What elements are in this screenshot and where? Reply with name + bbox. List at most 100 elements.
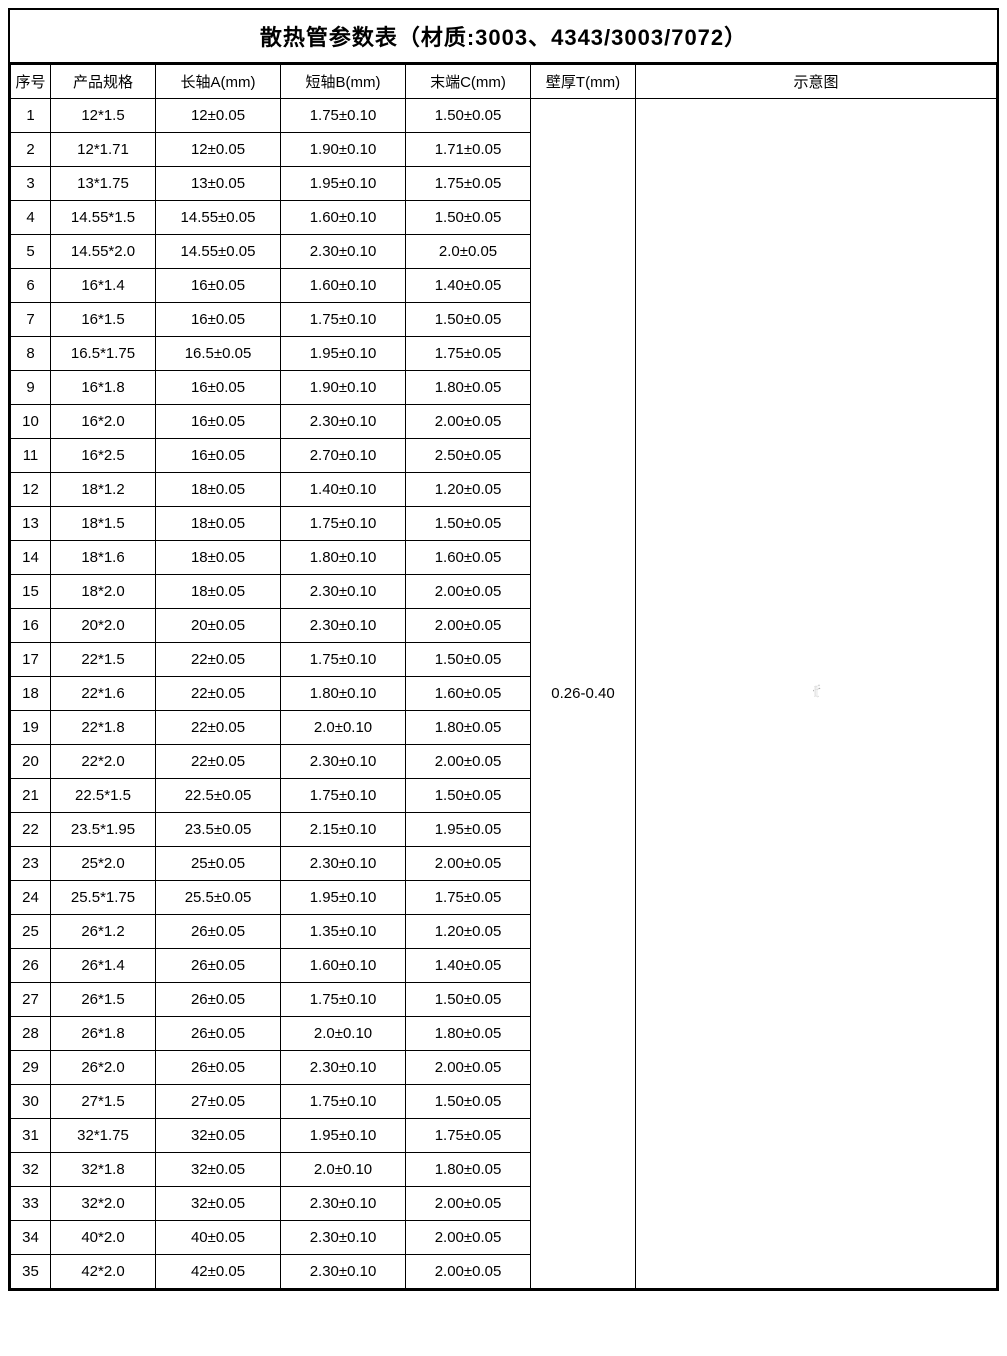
cell-a: 22±0.05 <box>156 745 281 779</box>
cell-c: 1.80±0.05 <box>406 371 531 405</box>
cell-b: 1.95±0.10 <box>281 1119 406 1153</box>
cell-spec: 16*2.5 <box>51 439 156 473</box>
col-a: 长轴A(mm) <box>156 65 281 99</box>
cell-a: 18±0.05 <box>156 473 281 507</box>
cell-b: 1.80±0.10 <box>281 541 406 575</box>
cell-spec: 16*2.0 <box>51 405 156 439</box>
cell-b: 2.30±0.10 <box>281 1187 406 1221</box>
cell-n: 16 <box>11 609 51 643</box>
cell-b: 2.30±0.10 <box>281 405 406 439</box>
cell-b: 1.90±0.10 <box>281 371 406 405</box>
cell-n: 21 <box>11 779 51 813</box>
cell-c: 1.50±0.05 <box>406 1085 531 1119</box>
cell-b: 1.75±0.10 <box>281 303 406 337</box>
cell-a: 26±0.05 <box>156 949 281 983</box>
cell-c: 1.95±0.05 <box>406 813 531 847</box>
cell-n: 25 <box>11 915 51 949</box>
cell-spec: 16*1.5 <box>51 303 156 337</box>
cell-spec: 40*2.0 <box>51 1221 156 1255</box>
cell-b: 2.15±0.10 <box>281 813 406 847</box>
cell-a: 14.55±0.05 <box>156 201 281 235</box>
cell-c: 2.0±0.05 <box>406 235 531 269</box>
cell-a: 32±0.05 <box>156 1153 281 1187</box>
cell-a: 26±0.05 <box>156 1017 281 1051</box>
cell-c: 2.00±0.05 <box>406 1051 531 1085</box>
cell-n: 24 <box>11 881 51 915</box>
cell-n: 3 <box>11 167 51 201</box>
cell-a: 40±0.05 <box>156 1221 281 1255</box>
col-spec: 产品规格 <box>51 65 156 99</box>
cell-c: 1.20±0.05 <box>406 915 531 949</box>
cell-a: 16±0.05 <box>156 269 281 303</box>
cell-c: 1.50±0.05 <box>406 99 531 133</box>
cell-b: 1.75±0.10 <box>281 983 406 1017</box>
cell-spec: 14.55*2.0 <box>51 235 156 269</box>
cell-a: 18±0.05 <box>156 575 281 609</box>
cell-n: 17 <box>11 643 51 677</box>
cell-c: 1.80±0.05 <box>406 711 531 745</box>
cell-n: 2 <box>11 133 51 167</box>
cell-b: 1.35±0.10 <box>281 915 406 949</box>
cell-n: 7 <box>11 303 51 337</box>
cell-c: 1.40±0.05 <box>406 269 531 303</box>
label-short-b: 短轴B <box>818 687 820 690</box>
cell-n: 32 <box>11 1153 51 1187</box>
label-long-a-1: 长 <box>813 688 814 691</box>
cell-n: 5 <box>11 235 51 269</box>
cell-n: 18 <box>11 677 51 711</box>
cell-spec: 18*1.5 <box>51 507 156 541</box>
cell-n: 31 <box>11 1119 51 1153</box>
cell-spec: 16*1.4 <box>51 269 156 303</box>
cell-a: 32±0.05 <box>156 1187 281 1221</box>
cell-c: 1.71±0.05 <box>406 133 531 167</box>
cell-a: 16.5±0.05 <box>156 337 281 371</box>
cell-a: 25.5±0.05 <box>156 881 281 915</box>
cell-a: 22±0.05 <box>156 711 281 745</box>
cell-c: 2.00±0.05 <box>406 575 531 609</box>
cell-b: 2.70±0.10 <box>281 439 406 473</box>
cell-n: 28 <box>11 1017 51 1051</box>
cell-n: 35 <box>11 1255 51 1289</box>
cell-n: 4 <box>11 201 51 235</box>
diagram-cell: 末端C 短轴B 长 轴 A T <box>636 99 997 1289</box>
cell-c: 1.40±0.05 <box>406 949 531 983</box>
cell-c: 1.75±0.05 <box>406 167 531 201</box>
cell-b: 1.75±0.10 <box>281 779 406 813</box>
cell-b: 1.80±0.10 <box>281 677 406 711</box>
cell-n: 10 <box>11 405 51 439</box>
cell-spec: 20*2.0 <box>51 609 156 643</box>
cell-spec: 22*1.6 <box>51 677 156 711</box>
cell-c: 1.60±0.05 <box>406 677 531 711</box>
cell-b: 1.75±0.10 <box>281 643 406 677</box>
cell-spec: 16.5*1.75 <box>51 337 156 371</box>
cell-a: 16±0.05 <box>156 303 281 337</box>
cell-c: 2.50±0.05 <box>406 439 531 473</box>
cell-spec: 26*2.0 <box>51 1051 156 1085</box>
schematic-svg: 末端C 短轴B 长 轴 A T <box>636 675 996 708</box>
cell-b: 1.40±0.10 <box>281 473 406 507</box>
cell-c: 1.80±0.05 <box>406 1017 531 1051</box>
cell-b: 1.60±0.10 <box>281 201 406 235</box>
col-dia: 示意图 <box>636 65 997 99</box>
cell-a: 16±0.05 <box>156 405 281 439</box>
cell-spec: 26*1.5 <box>51 983 156 1017</box>
cell-c: 2.00±0.05 <box>406 1187 531 1221</box>
cell-spec: 22*1.8 <box>51 711 156 745</box>
cell-n: 29 <box>11 1051 51 1085</box>
cell-a: 26±0.05 <box>156 915 281 949</box>
col-c: 末端C(mm) <box>406 65 531 99</box>
cell-spec: 23.5*1.95 <box>51 813 156 847</box>
cell-spec: 22*1.5 <box>51 643 156 677</box>
wall-thickness-cell: 0.26-0.40 <box>531 99 636 1289</box>
cell-c: 2.00±0.05 <box>406 1221 531 1255</box>
cell-b: 2.30±0.10 <box>281 1051 406 1085</box>
cell-spec: 25*2.0 <box>51 847 156 881</box>
cell-n: 9 <box>11 371 51 405</box>
cell-a: 23.5±0.05 <box>156 813 281 847</box>
cell-c: 1.20±0.05 <box>406 473 531 507</box>
cell-a: 18±0.05 <box>156 541 281 575</box>
cell-n: 30 <box>11 1085 51 1119</box>
cell-spec: 14.55*1.5 <box>51 201 156 235</box>
cell-n: 33 <box>11 1187 51 1221</box>
table-row: 112*1.512±0.051.75±0.101.50±0.050.26-0.4… <box>11 99 997 133</box>
